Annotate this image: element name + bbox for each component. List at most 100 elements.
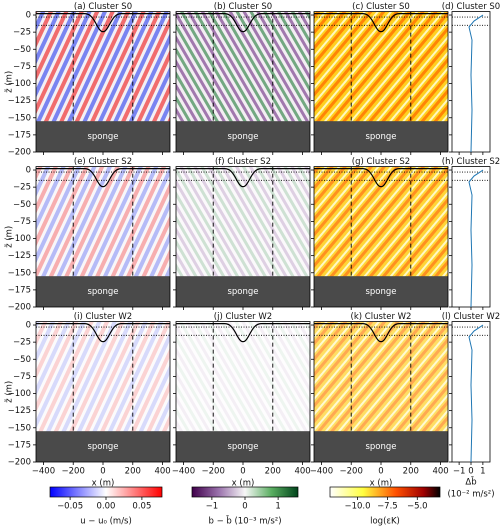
interface [176, 13, 310, 33]
y-tick-label: −125 [8, 96, 31, 106]
profile-line [468, 14, 484, 153]
x-tick-label: 0 [468, 467, 473, 477]
profile-line [468, 324, 484, 463]
panel-title: (a) Cluster S0 [74, 2, 132, 12]
y-tick-label: −75 [13, 372, 31, 382]
y-tick-label: −200 [8, 458, 31, 468]
sponge-label: sponge [365, 442, 396, 452]
interface [314, 13, 448, 33]
y-tick-label: −50 [13, 355, 31, 365]
y-tick-label: −200 [8, 303, 31, 313]
panel-title: (d) Cluster S0 [442, 2, 500, 12]
sponge [314, 276, 448, 307]
profile-x-label: Δb̄ [465, 476, 476, 488]
y-tick-label: −25 [13, 338, 31, 348]
x-tick-label: −400 [32, 467, 55, 477]
x-tick-label: 400 [432, 467, 448, 477]
colorbar-tick-label: 0 [242, 502, 247, 512]
y-tick-label: −175 [8, 285, 31, 295]
interface [176, 168, 310, 188]
profile-x-unit: (10⁻² m/s²) [447, 490, 494, 500]
panel-title: (c) Cluster S0 [352, 2, 410, 12]
x-tick-label: −400 [172, 467, 195, 477]
y-tick-label: −75 [13, 62, 31, 72]
colorbar-tick-label: 0.00 [97, 502, 116, 512]
y-tick-label: −100 [8, 389, 31, 399]
y-tick-label: 0 [26, 11, 31, 21]
interface [36, 323, 170, 343]
panel-title: (h) Cluster S2 [442, 157, 500, 167]
y-axis-label: z̃ (m) [5, 381, 15, 403]
x-tick-label: 0 [240, 467, 245, 477]
colorbar-tick-label: −7.5 [377, 502, 398, 512]
x-tick-label: 200 [125, 467, 141, 477]
x-tick-label: 400 [154, 467, 170, 477]
panel-title: (j) Cluster W2 [214, 312, 272, 322]
x-tick-label: 0 [100, 467, 105, 477]
colorbar [49, 486, 163, 498]
interface [36, 168, 170, 188]
interface [314, 168, 448, 188]
y-tick-label: −25 [13, 183, 31, 193]
panel-title: (f) Cluster S2 [215, 157, 271, 167]
x-tick-label: 200 [403, 467, 419, 477]
colorbar-tick-label: −5.0 [407, 502, 428, 512]
y-tick-label: −150 [8, 268, 31, 278]
panel-title: (b) Cluster S0 [214, 2, 272, 12]
sponge [314, 431, 448, 462]
colorbar-label: b − b̄ (10⁻³ m/s²) [208, 515, 281, 527]
colorbar-tick-label: −1 [206, 502, 219, 512]
x-axis-label: x (m) [92, 479, 115, 489]
y-axis-label: z̃ (m) [5, 71, 15, 93]
y-axis-label: z̃ (m) [5, 226, 15, 248]
colorbar-tick-label: −10.0 [344, 502, 370, 512]
profile-line [468, 169, 484, 308]
sponge-label: sponge [87, 132, 118, 142]
sponge [36, 431, 170, 462]
x-tick-label: −400 [310, 467, 333, 477]
colorbar [329, 486, 441, 498]
x-axis-label: x (m) [370, 479, 393, 489]
y-tick-label: −75 [13, 217, 31, 227]
x-tick-label: −200 [62, 467, 85, 477]
sponge [176, 431, 310, 462]
x-tick-label: 0 [378, 467, 383, 477]
y-tick-label: −150 [8, 423, 31, 433]
sponge [176, 121, 310, 152]
x-tick-label: 1 [480, 467, 485, 477]
sponge-label: sponge [227, 287, 258, 297]
y-tick-label: −175 [8, 130, 31, 140]
colorbar-label: log(εK) [370, 517, 400, 527]
sponge [36, 121, 170, 152]
x-tick-label: 200 [265, 467, 281, 477]
colorbar-label: u − u₀ (m/s) [80, 517, 132, 527]
sponge-label: sponge [227, 442, 258, 452]
y-tick-label: 0 [26, 166, 31, 176]
sponge-label: sponge [87, 287, 118, 297]
y-tick-label: −50 [13, 45, 31, 55]
sponge [176, 276, 310, 307]
colorbar-tick-label: −0.05 [57, 502, 83, 512]
sponge-label: sponge [87, 442, 118, 452]
colorbar-tick-label: 1 [275, 502, 280, 512]
y-tick-label: −25 [13, 28, 31, 38]
interface [36, 13, 170, 33]
y-tick-label: −50 [13, 200, 31, 210]
y-tick-label: −100 [8, 79, 31, 89]
colorbar-tick-label: 0.05 [132, 502, 151, 512]
interface [314, 323, 448, 343]
y-tick-label: −200 [8, 148, 31, 158]
y-tick-label: 0 [26, 321, 31, 331]
sponge-label: sponge [365, 287, 396, 297]
y-tick-label: −125 [8, 406, 31, 416]
y-tick-label: −175 [8, 440, 31, 450]
colorbar [191, 486, 299, 498]
x-tick-label: −200 [202, 467, 225, 477]
sponge [314, 121, 448, 152]
x-tick-label: −1 [453, 467, 466, 477]
y-tick-label: −100 [8, 234, 31, 244]
y-tick-label: −125 [8, 251, 31, 261]
x-tick-label: −200 [340, 467, 363, 477]
panel-title: (k) Cluster W2 [351, 312, 412, 322]
